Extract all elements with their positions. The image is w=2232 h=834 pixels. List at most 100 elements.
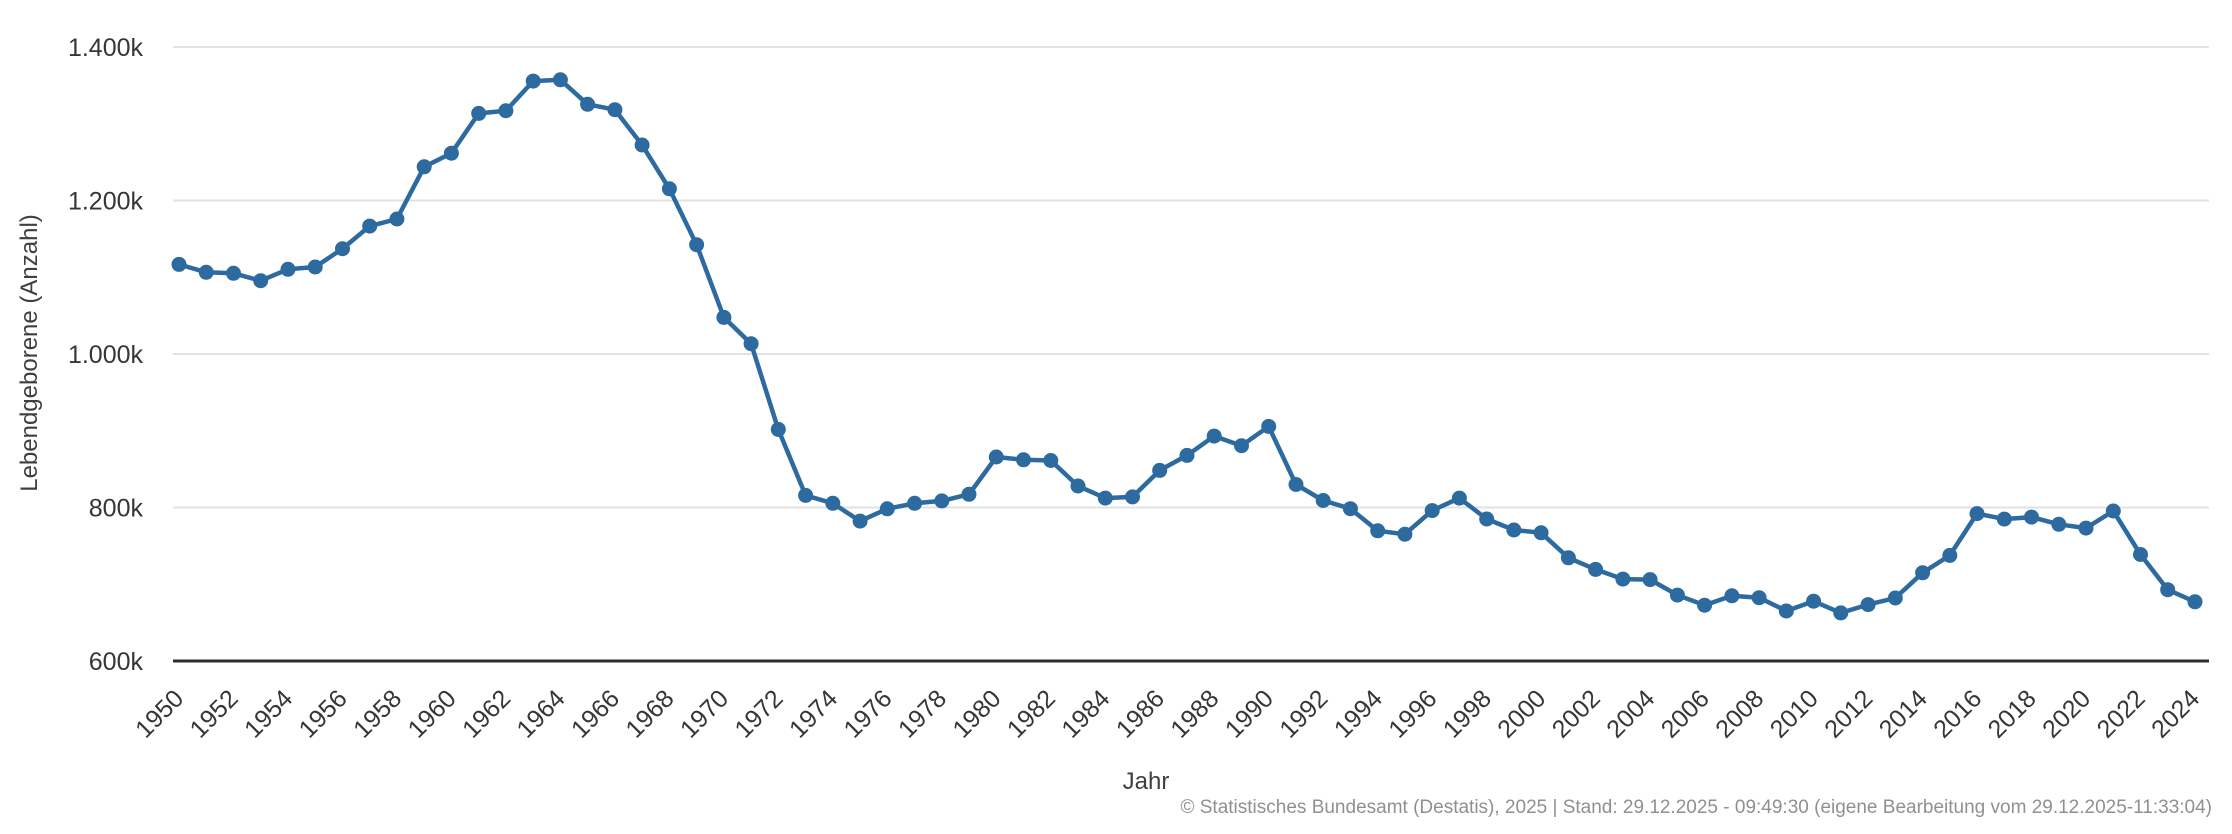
data-point-1985[interactable] <box>1125 489 1140 505</box>
data-point-1965[interactable] <box>580 96 596 112</box>
data-line <box>176 77 2198 616</box>
data-point-2012[interactable] <box>1860 597 1876 613</box>
data-point-1990[interactable] <box>1261 418 1277 434</box>
x-tick-label: 2012 <box>1819 684 1878 743</box>
data-point-1994[interactable] <box>1370 523 1386 539</box>
data-point-1974[interactable] <box>825 495 841 511</box>
data-point-2022[interactable] <box>2133 547 2148 562</box>
x-tick-label: 1974 <box>784 684 843 743</box>
x-tick-label: 2024 <box>2146 684 2205 743</box>
x-tick-label: 1966 <box>566 684 625 743</box>
data-point-1982[interactable] <box>1043 453 1059 468</box>
data-point-1977[interactable] <box>907 495 923 511</box>
data-point-2021[interactable] <box>2105 503 2121 519</box>
data-point-1986[interactable] <box>1152 462 1168 478</box>
x-tick-label: 1986 <box>1111 684 1170 743</box>
x-tick-label: 2014 <box>1874 684 1933 743</box>
data-point-1951[interactable] <box>198 264 214 280</box>
x-tick-label: 1958 <box>348 684 407 743</box>
data-point-2015[interactable] <box>1942 547 1958 563</box>
data-point-2003[interactable] <box>1615 571 1631 587</box>
data-point-2020[interactable] <box>2078 520 2094 536</box>
data-point-1958[interactable] <box>389 211 405 227</box>
data-point-1975[interactable] <box>852 513 868 529</box>
data-point-1998[interactable] <box>1479 511 1495 527</box>
data-point-1966[interactable] <box>607 102 623 118</box>
data-point-2024[interactable] <box>2187 594 2203 610</box>
x-tick-label: 1996 <box>1383 684 1442 743</box>
data-point-1978[interactable] <box>934 493 950 509</box>
data-point-1987[interactable] <box>1179 447 1195 463</box>
data-point-1961[interactable] <box>471 105 487 121</box>
data-point-1955[interactable] <box>307 259 323 275</box>
data-point-2002[interactable] <box>1588 561 1604 577</box>
data-point-2019[interactable] <box>2051 516 2067 532</box>
data-point-1952[interactable] <box>226 265 241 281</box>
data-point-2006[interactable] <box>1697 597 1713 613</box>
data-point-2005[interactable] <box>1669 587 1685 603</box>
data-point-1957[interactable] <box>362 218 378 234</box>
data-point-1984[interactable] <box>1097 490 1113 506</box>
x-axis-title: Jahr <box>1122 768 1170 795</box>
data-point-2001[interactable] <box>1560 550 1576 566</box>
data-point-2017[interactable] <box>1996 511 2012 527</box>
data-point-2023[interactable] <box>2160 582 2176 598</box>
x-tick-label: 2016 <box>1928 684 1987 743</box>
data-point-1991[interactable] <box>1288 477 1304 492</box>
data-point-1989[interactable] <box>1234 438 1249 454</box>
data-point-1970[interactable] <box>716 309 732 325</box>
data-point-2018[interactable] <box>2024 509 2039 525</box>
data-point-1959[interactable] <box>416 159 432 175</box>
source-attribution: © Statistisches Bundesamt (Destatis), 20… <box>1180 797 2212 818</box>
x-tick-label: 1964 <box>512 684 571 743</box>
data-point-1967[interactable] <box>634 137 650 153</box>
data-point-1956[interactable] <box>335 241 350 257</box>
data-point-2008[interactable] <box>1751 590 1767 606</box>
data-point-1964[interactable] <box>552 72 568 88</box>
data-point-2009[interactable] <box>1778 603 1794 619</box>
data-point-1950[interactable] <box>171 256 187 272</box>
data-point-1997[interactable] <box>1451 490 1467 506</box>
x-tick-label: 1988 <box>1165 684 1224 743</box>
data-point-2016[interactable] <box>1969 506 1985 522</box>
data-point-1968[interactable] <box>661 181 677 197</box>
data-point-1980[interactable] <box>988 449 1004 465</box>
data-point-1983[interactable] <box>1070 478 1086 494</box>
data-point-1996[interactable] <box>1424 503 1440 519</box>
x-tick-label: 2022 <box>2092 684 2151 743</box>
data-point-1979[interactable] <box>961 486 977 502</box>
data-point-2004[interactable] <box>1642 572 1658 588</box>
y-tick-label: 1.000k <box>68 341 144 369</box>
data-point-1953[interactable] <box>253 273 269 289</box>
data-point-2014[interactable] <box>1915 565 1931 581</box>
y-tick-label: 1.400k <box>68 34 144 62</box>
x-tick-label: 2002 <box>1547 684 1606 743</box>
data-point-1992[interactable] <box>1315 493 1331 508</box>
data-point-1954[interactable] <box>280 261 296 277</box>
x-tick-label: 1952 <box>185 684 244 743</box>
data-point-1976[interactable] <box>879 501 895 517</box>
data-point-1973[interactable] <box>798 487 814 503</box>
x-tick-label: 1970 <box>675 684 734 743</box>
data-point-1995[interactable] <box>1397 526 1413 542</box>
data-point-1969[interactable] <box>689 237 705 253</box>
x-tick-label: 2004 <box>1601 684 1660 743</box>
data-point-2007[interactable] <box>1724 588 1740 604</box>
data-point-1971[interactable] <box>743 336 759 352</box>
data-point-1988[interactable] <box>1206 428 1222 444</box>
data-point-2011[interactable] <box>1833 605 1849 621</box>
data-point-1972[interactable] <box>770 421 786 437</box>
data-point-2013[interactable] <box>1887 590 1903 606</box>
data-point-1962[interactable] <box>498 103 514 119</box>
x-tick-label: 1950 <box>130 684 189 743</box>
data-point-1963[interactable] <box>525 73 541 89</box>
data-point-1999[interactable] <box>1506 522 1522 538</box>
data-point-2000[interactable] <box>1533 525 1549 541</box>
data-point-1993[interactable] <box>1342 501 1358 517</box>
data-point-1981[interactable] <box>1016 452 1031 468</box>
x-tick-label: 1960 <box>403 684 462 743</box>
data-point-1960[interactable] <box>443 145 459 161</box>
data-point-2010[interactable] <box>1806 593 1822 609</box>
